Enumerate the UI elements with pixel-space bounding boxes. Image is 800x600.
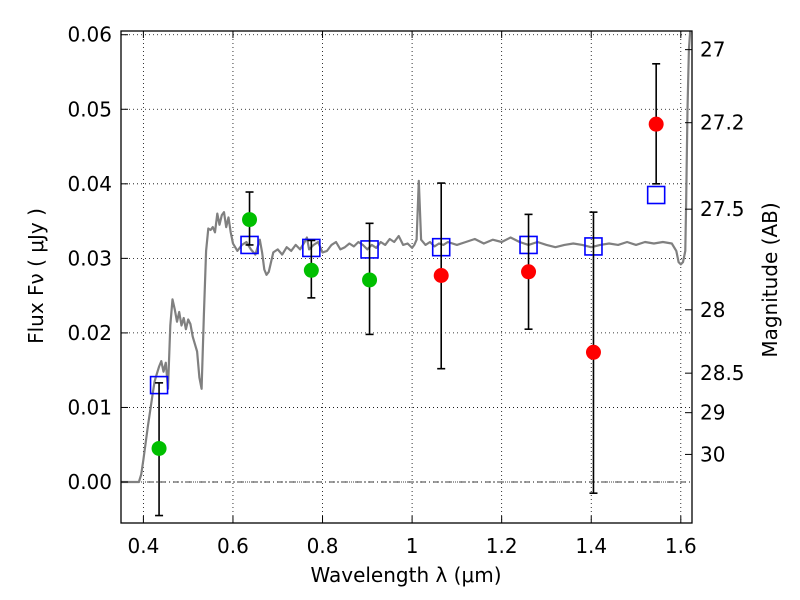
grid <box>121 31 692 523</box>
observed-flux-point <box>433 268 449 284</box>
mag-tick-label: 27.5 <box>700 197 745 221</box>
y-tick-label: 0.02 <box>67 321 112 345</box>
observed-flux-point <box>362 272 378 288</box>
mag-tick-label: 28 <box>700 298 725 322</box>
observed-flux-point <box>585 344 601 360</box>
x-tick-label: 0.6 <box>217 534 249 558</box>
x-tick-label: 0.4 <box>127 534 159 558</box>
mag-tick-label: 29 <box>700 401 725 425</box>
plot-marks <box>121 30 692 517</box>
y-axis-label: Flux Fν ( μJy ) <box>24 208 48 344</box>
y-tick-label: 0.00 <box>67 470 112 494</box>
mag-tick-label: 30 <box>700 442 725 466</box>
y-tick-label: 0.06 <box>67 23 112 47</box>
mag-tick-label: 28.5 <box>700 361 745 385</box>
observed-flux-point <box>521 264 537 280</box>
x-tick-label: 1.6 <box>665 534 697 558</box>
observed-flux-point <box>151 440 167 456</box>
y-tick-label: 0.05 <box>67 97 112 121</box>
axis-ticks: 0.4 0.6 0.8 1 1.2 1.4 1.6 0.00 0.01 0.02 0.03 0.04 0… <box>67 23 744 558</box>
model-photometry-square <box>646 185 666 205</box>
y-tick-label: 0.01 <box>67 395 112 419</box>
mag-tick-label: 27 <box>700 38 725 62</box>
observed-flux-point <box>242 212 258 228</box>
x-tick-label: 1.2 <box>486 534 518 558</box>
x-tick-label: 1.4 <box>575 534 607 558</box>
y-tick-label: 0.04 <box>67 172 112 196</box>
x-tick-label: 1 <box>406 534 419 558</box>
observed-flux-point <box>303 262 319 278</box>
plot-frame <box>120 30 693 524</box>
right-axis-label: Magnitude (AB) <box>758 202 782 357</box>
model-spectrum-line <box>121 30 692 484</box>
y-tick-label: 0.03 <box>67 246 112 270</box>
x-axis-label: Wavelength λ (μm) <box>310 563 501 587</box>
x-tick-label: 0.8 <box>307 534 339 558</box>
observed-flux-point <box>648 116 664 132</box>
mag-tick-label: 27.2 <box>700 111 745 135</box>
